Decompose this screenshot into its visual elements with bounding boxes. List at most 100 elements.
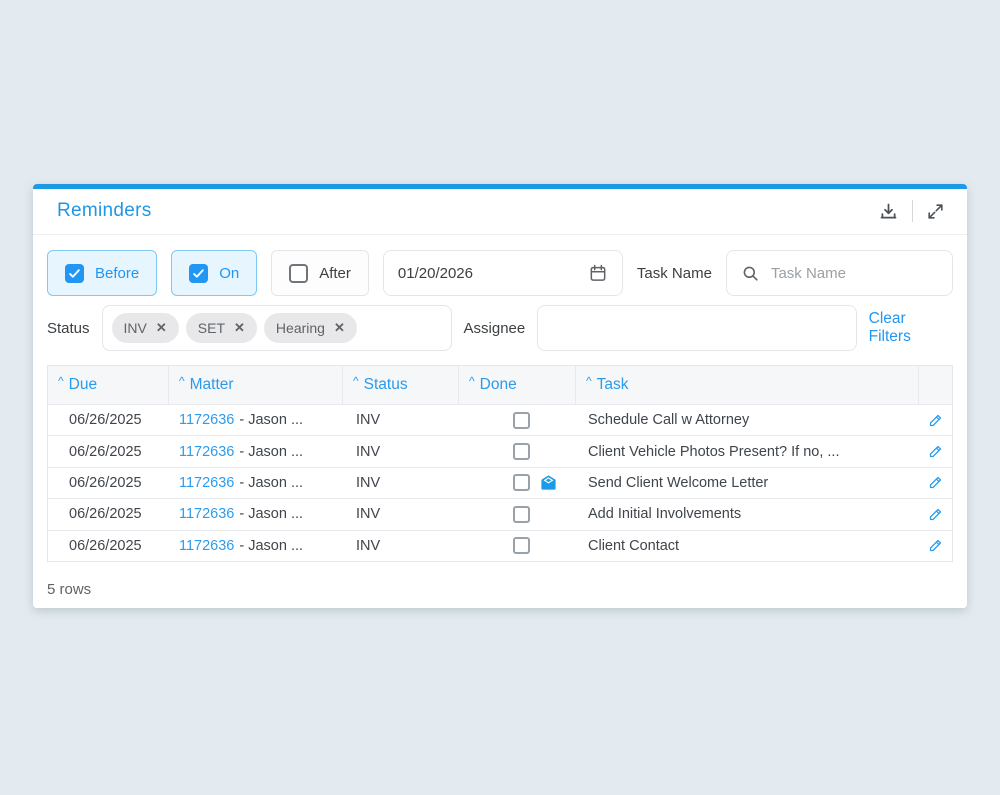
search-icon bbox=[741, 264, 760, 283]
done-checkbox[interactable] bbox=[513, 474, 530, 492]
matter-cell: 1172636 - Jason ... bbox=[169, 405, 343, 435]
done-cell bbox=[459, 436, 576, 466]
task-cell: Client Vehicle Photos Present? If no, ..… bbox=[588, 443, 840, 460]
matter-cell: 1172636 - Jason ... bbox=[169, 531, 343, 561]
column-header-due[interactable]: ^ Due bbox=[48, 366, 169, 404]
table-row: 06/26/2025 1172636 - Jason ... INV Send … bbox=[48, 466, 952, 499]
status-multiselect[interactable]: INV ✕ SET ✕ Hearing ✕ bbox=[101, 305, 452, 351]
chip-remove-icon[interactable]: ✕ bbox=[234, 320, 245, 335]
edit-pencil-icon[interactable] bbox=[928, 475, 943, 490]
due-cell: 06/26/2025 bbox=[69, 443, 142, 460]
edit-cell bbox=[919, 468, 952, 498]
column-header-done[interactable]: ^ Done bbox=[459, 366, 576, 404]
task-cell: Add Initial Involvements bbox=[588, 506, 742, 523]
clear-filters-link[interactable]: Clear Filters bbox=[868, 310, 911, 345]
task-cell: Send Client Welcome Letter bbox=[588, 474, 769, 491]
status-cell: INV bbox=[356, 537, 381, 554]
date-input-wrapper bbox=[382, 250, 623, 296]
chip-label: INV bbox=[123, 320, 147, 336]
edit-pencil-icon[interactable] bbox=[928, 507, 943, 522]
table-row: 06/26/2025 1172636 - Jason ... INV Add I… bbox=[48, 498, 952, 530]
chip-label: SET bbox=[197, 320, 226, 336]
task-name-input[interactable] bbox=[770, 264, 938, 282]
chip-remove-icon[interactable]: ✕ bbox=[333, 320, 345, 335]
reminders-table: ^ Due ^ Matter ^ Status ^ Done ^ Task bbox=[47, 365, 953, 562]
column-label: Matter bbox=[189, 376, 234, 393]
matter-link[interactable]: 1172636 bbox=[179, 474, 235, 491]
task-name-label: Task Name bbox=[636, 264, 712, 282]
assignee-input[interactable] bbox=[552, 319, 842, 337]
due-cell: 06/26/2025 bbox=[69, 474, 142, 491]
done-cell bbox=[459, 531, 576, 561]
matter-link[interactable]: 1172636 bbox=[179, 412, 235, 429]
status-chip: Hearing ✕ bbox=[263, 313, 357, 343]
matter-cell: 1172636 - Jason ... bbox=[169, 468, 343, 498]
assignee-label: Assignee bbox=[463, 319, 526, 337]
checkbox-checked-icon[interactable] bbox=[65, 263, 84, 283]
edit-cell bbox=[919, 531, 952, 561]
column-header-status[interactable]: ^ Status bbox=[343, 366, 459, 404]
status-chip: INV ✕ bbox=[111, 313, 179, 343]
edit-pencil-icon[interactable] bbox=[928, 444, 943, 459]
matter-link[interactable]: 1172636 bbox=[179, 537, 235, 554]
done-checkbox[interactable] bbox=[513, 537, 530, 555]
status-cell: INV bbox=[356, 443, 381, 460]
done-checkbox[interactable] bbox=[513, 411, 530, 429]
sort-asc-icon[interactable]: ^ bbox=[469, 374, 475, 388]
after-label: After bbox=[319, 264, 351, 282]
task-cell: Client Contact bbox=[588, 537, 680, 554]
matter-text: - Jason ... bbox=[239, 506, 304, 523]
header-divider bbox=[912, 200, 913, 222]
table-row: 06/26/2025 1172636 - Jason ... INV Sched… bbox=[48, 404, 952, 436]
table-header-row: ^ Due ^ Matter ^ Status ^ Done ^ Task bbox=[48, 366, 952, 404]
column-header-matter[interactable]: ^ Matter bbox=[169, 366, 343, 404]
calendar-icon[interactable] bbox=[588, 263, 608, 283]
page-title: Reminders bbox=[57, 200, 152, 221]
done-cell bbox=[459, 499, 576, 529]
matter-cell: 1172636 - Jason ... bbox=[169, 436, 343, 466]
chip-remove-icon[interactable]: ✕ bbox=[155, 320, 167, 335]
matter-text: - Jason ... bbox=[239, 443, 304, 460]
mail-open-icon[interactable] bbox=[540, 474, 557, 491]
matter-text: - Jason ... bbox=[239, 537, 304, 554]
matter-link[interactable]: 1172636 bbox=[179, 506, 235, 523]
sort-asc-icon[interactable]: ^ bbox=[179, 374, 185, 388]
checkbox-checked-icon[interactable] bbox=[189, 263, 209, 283]
checkbox-unchecked-icon[interactable] bbox=[289, 263, 309, 283]
edit-cell bbox=[919, 405, 952, 435]
filters-section: Before On After Task Name bbox=[33, 235, 967, 351]
status-cell: INV bbox=[356, 412, 381, 429]
column-label: Done bbox=[479, 376, 517, 393]
on-label: On bbox=[219, 264, 240, 282]
column-label: Task bbox=[596, 376, 629, 393]
download-icon[interactable] bbox=[878, 201, 899, 222]
column-header-task[interactable]: ^ Task bbox=[576, 366, 919, 404]
sort-asc-icon[interactable]: ^ bbox=[586, 374, 592, 388]
done-cell bbox=[459, 405, 576, 435]
column-label: Due bbox=[68, 376, 98, 393]
table-row: 06/26/2025 1172636 - Jason ... INV Clien… bbox=[48, 435, 952, 467]
expand-icon[interactable] bbox=[926, 202, 945, 221]
matter-cell: 1172636 - Jason ... bbox=[169, 499, 343, 529]
due-cell: 06/26/2025 bbox=[69, 506, 142, 523]
sort-asc-icon[interactable]: ^ bbox=[58, 374, 64, 388]
task-cell: Schedule Call w Attorney bbox=[588, 412, 750, 429]
status-cell: INV bbox=[356, 474, 381, 491]
date-input[interactable] bbox=[397, 264, 548, 282]
edit-cell bbox=[919, 499, 952, 529]
before-label: Before bbox=[95, 264, 140, 282]
done-checkbox[interactable] bbox=[513, 443, 530, 461]
done-checkbox[interactable] bbox=[513, 505, 530, 523]
before-checkbox[interactable]: Before bbox=[47, 250, 158, 296]
due-cell: 06/26/2025 bbox=[69, 412, 142, 429]
edit-pencil-icon[interactable] bbox=[928, 538, 943, 553]
after-checkbox[interactable]: After bbox=[271, 250, 369, 296]
due-cell: 06/26/2025 bbox=[69, 537, 142, 554]
assignee-input-wrapper bbox=[537, 305, 857, 351]
column-header-actions bbox=[919, 366, 952, 404]
sort-asc-icon[interactable]: ^ bbox=[353, 374, 359, 388]
edit-pencil-icon[interactable] bbox=[928, 413, 943, 428]
matter-text: - Jason ... bbox=[239, 474, 304, 491]
matter-link[interactable]: 1172636 bbox=[179, 443, 235, 460]
on-checkbox[interactable]: On bbox=[171, 250, 258, 296]
